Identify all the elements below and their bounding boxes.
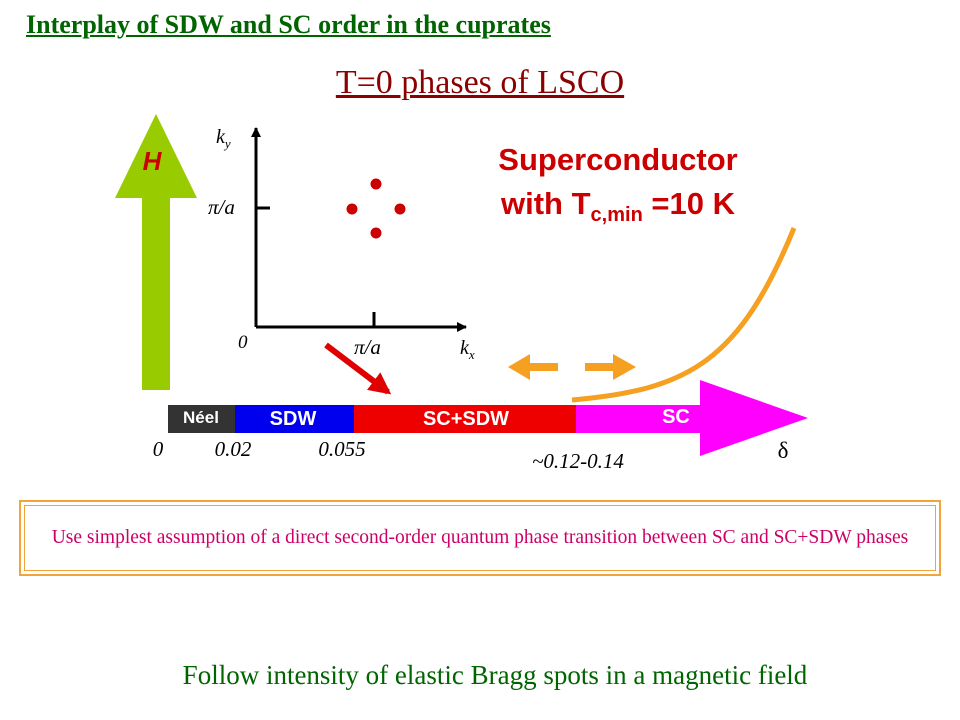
svg-text:ky: ky [216, 126, 231, 151]
right-arrowhead [613, 354, 636, 380]
right-dash [585, 363, 613, 371]
bragg-spot [370, 227, 382, 239]
slide-heading: Interplay of SDW and SC order in the cup… [26, 10, 551, 39]
phase-sc-sdw [354, 405, 576, 433]
doping-tick-sc-onset: ~0.12-0.14 [532, 449, 624, 473]
footer-caption: Follow intensity of elastic Bragg spots … [182, 660, 808, 690]
magnetic-field-arrow [115, 114, 197, 390]
x-tick-label: π/a [354, 335, 381, 359]
origin-label: 0 [238, 332, 248, 353]
doping-axis-label: δ [778, 438, 789, 463]
phase-sc [576, 380, 808, 456]
phase-label-sc-sdw: SC+SDW [423, 408, 509, 430]
diagram-subtitle: T=0 phases of LSCO [335, 64, 625, 101]
y-tick-label: π/a [208, 195, 235, 219]
bragg-spot [394, 203, 406, 215]
superconductor-label: Superconductor [498, 142, 737, 177]
doping-tick-0-055: 0.055 [318, 437, 365, 461]
y-axis-label: k [216, 126, 226, 148]
phase-neel [168, 405, 235, 433]
assumption-note: Use simplest assumption of a direct seco… [19, 500, 941, 576]
doping-tick-0-02: 0.02 [215, 437, 252, 461]
field-shift-arrows [508, 354, 636, 380]
left-dash [530, 363, 558, 371]
tc-curve [571, 227, 797, 403]
bragg-spot [370, 178, 382, 190]
assumption-note-text: Use simplest assumption of a direct seco… [24, 505, 936, 571]
x-axis-label: k [460, 337, 470, 359]
phase-label-neel: Néel [183, 408, 219, 427]
y-axis-subscript: y [223, 136, 231, 151]
bragg-spots [346, 178, 406, 239]
phase-label-sdw: SDW [270, 408, 317, 430]
field-label: H [143, 146, 163, 176]
left-arrowhead [508, 354, 530, 380]
doping-tick-0: 0 [153, 437, 164, 461]
x-axis-subscript: x [468, 347, 475, 362]
tc-min-label: with Tc,min =10 K [500, 186, 736, 226]
inset-axes [251, 127, 467, 332]
pointer-arrow [324, 342, 392, 395]
bragg-spot [346, 203, 358, 215]
phase-sdw [235, 405, 354, 433]
svg-text:kx: kx [460, 337, 475, 362]
phase-bar [168, 380, 808, 456]
phase-label-sc: SC [662, 406, 690, 428]
